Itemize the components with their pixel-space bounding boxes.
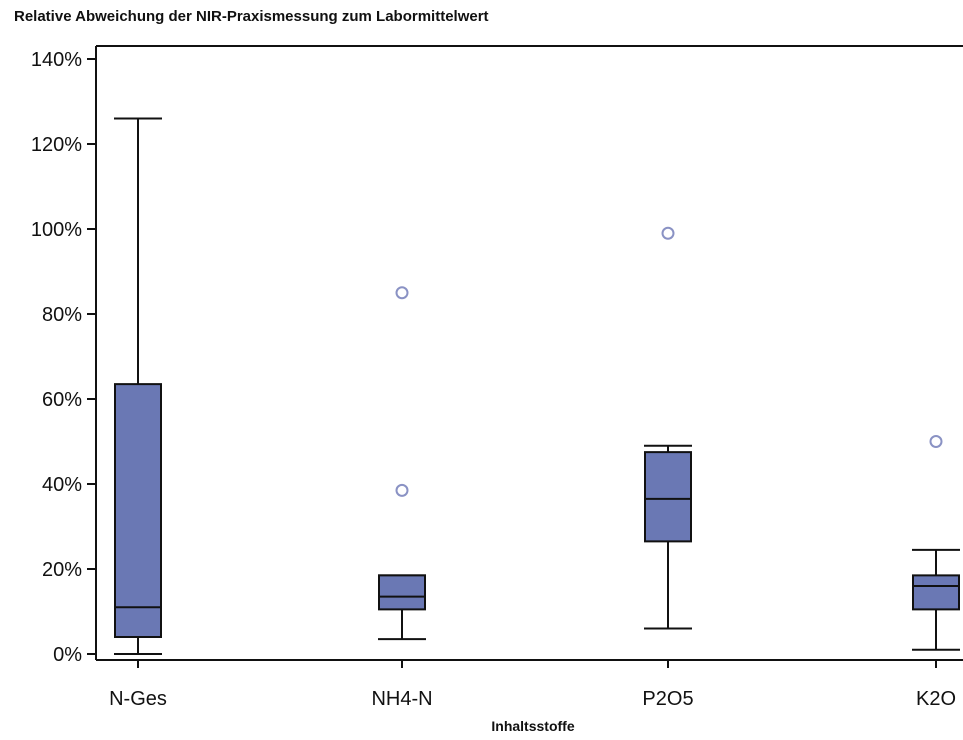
- outlier-point: [661, 226, 675, 240]
- x-tick-label: NH4-N: [371, 688, 432, 710]
- y-tick-label: 120%: [31, 134, 82, 156]
- box-iqr: [912, 574, 960, 611]
- y-tick-label: 80%: [42, 304, 82, 326]
- box-iqr: [378, 574, 426, 611]
- box-nh4-n: [378, 286, 426, 641]
- outlier-point: [395, 483, 409, 497]
- x-tick-label: N-Ges: [109, 688, 167, 710]
- y-tick-label: 140%: [31, 49, 82, 71]
- box-n-ges: [114, 117, 162, 655]
- box-k2o: [912, 435, 960, 651]
- x-tick-label: K2O: [916, 688, 956, 710]
- box-iqr: [114, 383, 162, 638]
- chart-title: Relative Abweichung der NIR-Praxismessun…: [14, 8, 489, 25]
- y-tick-label: 100%: [31, 219, 82, 241]
- outlier-point: [929, 435, 943, 448]
- box-iqr: [644, 451, 692, 543]
- box-p2o5: [644, 226, 692, 630]
- x-tick-label: P2O5: [642, 688, 693, 710]
- y-tick-label: 20%: [42, 559, 82, 581]
- box-plot-boxes: [114, 117, 960, 655]
- y-tick-label: 60%: [42, 389, 82, 411]
- x-axis: N-Ges NH4-N P2O5 K2O: [109, 660, 956, 710]
- y-axis: 0% 20% 40% 60% 80% 100% 120% 140%: [31, 49, 96, 666]
- y-tick-label: 40%: [42, 474, 82, 496]
- x-axis-title: Inhaltsstoffe: [491, 718, 574, 734]
- y-tick-label: 0%: [53, 644, 82, 666]
- outlier-point: [395, 286, 409, 300]
